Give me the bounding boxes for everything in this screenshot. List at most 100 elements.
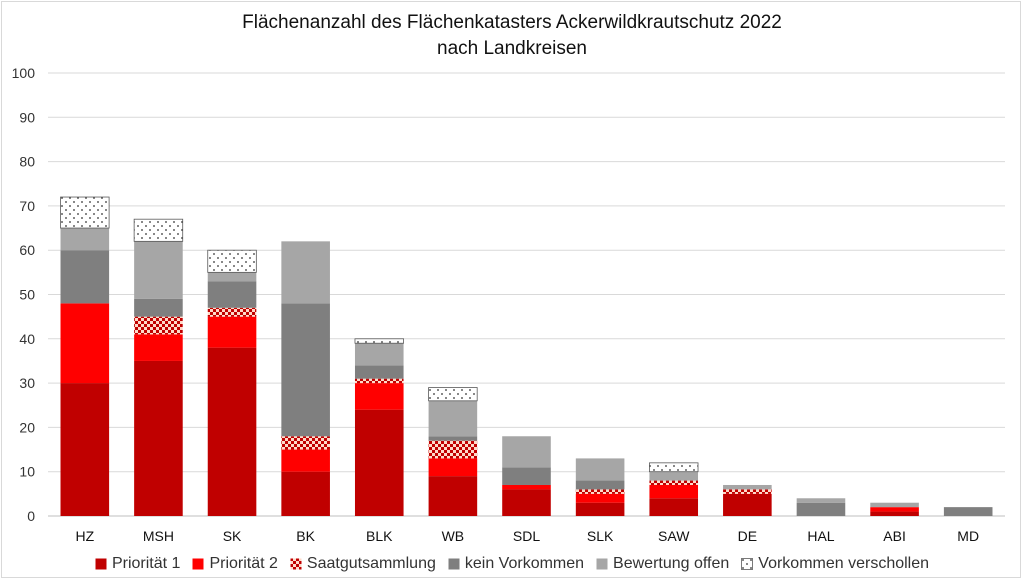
bar-segment [60, 228, 110, 251]
bar-segment [354, 409, 404, 516]
x-tick-label: SK [223, 528, 242, 544]
bar-segment [428, 387, 478, 402]
bar-segment [134, 334, 183, 361]
legend-label: Saatgutsammlung [306, 555, 436, 572]
legend-label: Priorität 1 [111, 555, 181, 572]
x-tick-label: BK [296, 528, 315, 544]
x-axis: HZ MSH SK BK BLK WB SDL SLK SAW DE HAL ABI MD [75, 528, 979, 544]
bar-segment [133, 218, 184, 242]
bar-segment [575, 489, 625, 494]
bar-stack-md [943, 507, 993, 516]
x-tick-label: HAL [807, 528, 834, 544]
x-tick-label: ABI [883, 528, 906, 544]
bar-stack-de [723, 484, 772, 516]
bar-segment [649, 480, 699, 485]
bar-segment [575, 502, 625, 516]
y-tick-label: 90 [19, 109, 35, 125]
bar-segment [354, 378, 404, 384]
bar-segment [575, 493, 625, 503]
chart-title-block: Flächenanzahl des Flächenkatasters Acker… [0, 10, 1024, 62]
y-tick-label: 30 [19, 375, 35, 391]
x-tick-label: MSH [143, 528, 174, 544]
bar-segment [60, 303, 110, 384]
legend-swatch-fill [95, 558, 107, 570]
x-tick-label: BLK [366, 528, 393, 544]
y-tick-label: 10 [19, 464, 35, 480]
y-tick-label: 70 [19, 198, 35, 214]
bar-segment [281, 303, 330, 437]
bar-segment [354, 383, 404, 410]
bar-segment [428, 476, 478, 516]
legend-swatch-fill [448, 558, 460, 570]
bar-segment [354, 343, 404, 366]
bar-segment [134, 298, 183, 317]
x-tick-label: SLK [587, 528, 614, 544]
legend-label: Priorität 2 [209, 555, 278, 572]
x-tick-label: WB [442, 528, 465, 544]
bar-stack-msh [133, 218, 184, 516]
legend-label: Bewertung offen [613, 555, 730, 572]
y-tick-label: 50 [19, 287, 35, 303]
legend-item: Vorkommen verschollen [741, 555, 929, 573]
bar-segment [428, 400, 478, 437]
legend-label: kein Vorkommen [464, 555, 585, 572]
bar-segment [723, 484, 772, 490]
bar-segment [502, 467, 551, 485]
legend: Priorität 1 Priorität 2 Saatgutsammlung kei… [0, 551, 1024, 577]
bar-segment [723, 493, 772, 516]
bar-stack-slk [575, 458, 625, 516]
bar-segment [870, 507, 919, 512]
bar-segment [207, 249, 257, 273]
bar-stack-hz [60, 196, 110, 516]
bar-segment [649, 484, 699, 499]
bar-stack-hal [796, 498, 846, 516]
bar-segment [502, 484, 551, 490]
legend-swatch-fill [192, 558, 204, 570]
bar-segment [870, 511, 919, 516]
legend-item: kein Vorkommen [448, 555, 584, 573]
bar-stack-blk [354, 338, 404, 516]
bar-stack-saw [649, 462, 699, 516]
bar-segment [428, 436, 478, 441]
bar-segment [796, 498, 846, 503]
bar-stack-sk [207, 249, 257, 516]
bar-segment [502, 489, 551, 516]
legend-swatch-fill [741, 558, 754, 570]
bar-segment [134, 360, 183, 516]
bar-segment [281, 241, 330, 304]
y-tick-label: 0 [27, 508, 35, 524]
bar-segment [354, 365, 404, 379]
bar-segment [796, 502, 846, 516]
bar-segment [428, 440, 478, 459]
bar-segment [134, 241, 183, 299]
legend-item: Bewertung offen [596, 555, 729, 573]
y-tick-label: 80 [19, 154, 35, 170]
bar-stack-sdl [502, 436, 551, 516]
legend-swatch [741, 558, 754, 570]
bar-segment [207, 347, 257, 516]
bar-segment [281, 436, 330, 450]
legend-swatch [95, 558, 107, 570]
bar-segment [575, 480, 625, 490]
x-tick-label: HZ [75, 528, 94, 544]
bar-segment [649, 471, 699, 481]
y-tick-label: 20 [19, 419, 35, 435]
legend-swatch [290, 558, 302, 570]
bars [60, 196, 993, 516]
bar-segment [60, 383, 110, 516]
legend-swatch-fill [596, 558, 608, 570]
bar-stack-wb [428, 387, 478, 516]
bar-segment [428, 458, 478, 477]
legend-item: Priorität 1 [95, 555, 180, 573]
bar-segment [207, 316, 257, 348]
chart-subtitle: nach Landkreisen [437, 38, 587, 59]
bar-segment [575, 458, 625, 481]
y-tick-label: 100 [12, 65, 36, 81]
legend-item: Saatgutsammlung [290, 555, 436, 573]
bar-segment [649, 498, 699, 516]
x-tick-label: SDL [513, 528, 540, 544]
legend-swatch-fill [290, 558, 302, 570]
bar-segment [134, 316, 183, 335]
bar-segment [502, 436, 551, 468]
bar-segment [207, 281, 257, 308]
